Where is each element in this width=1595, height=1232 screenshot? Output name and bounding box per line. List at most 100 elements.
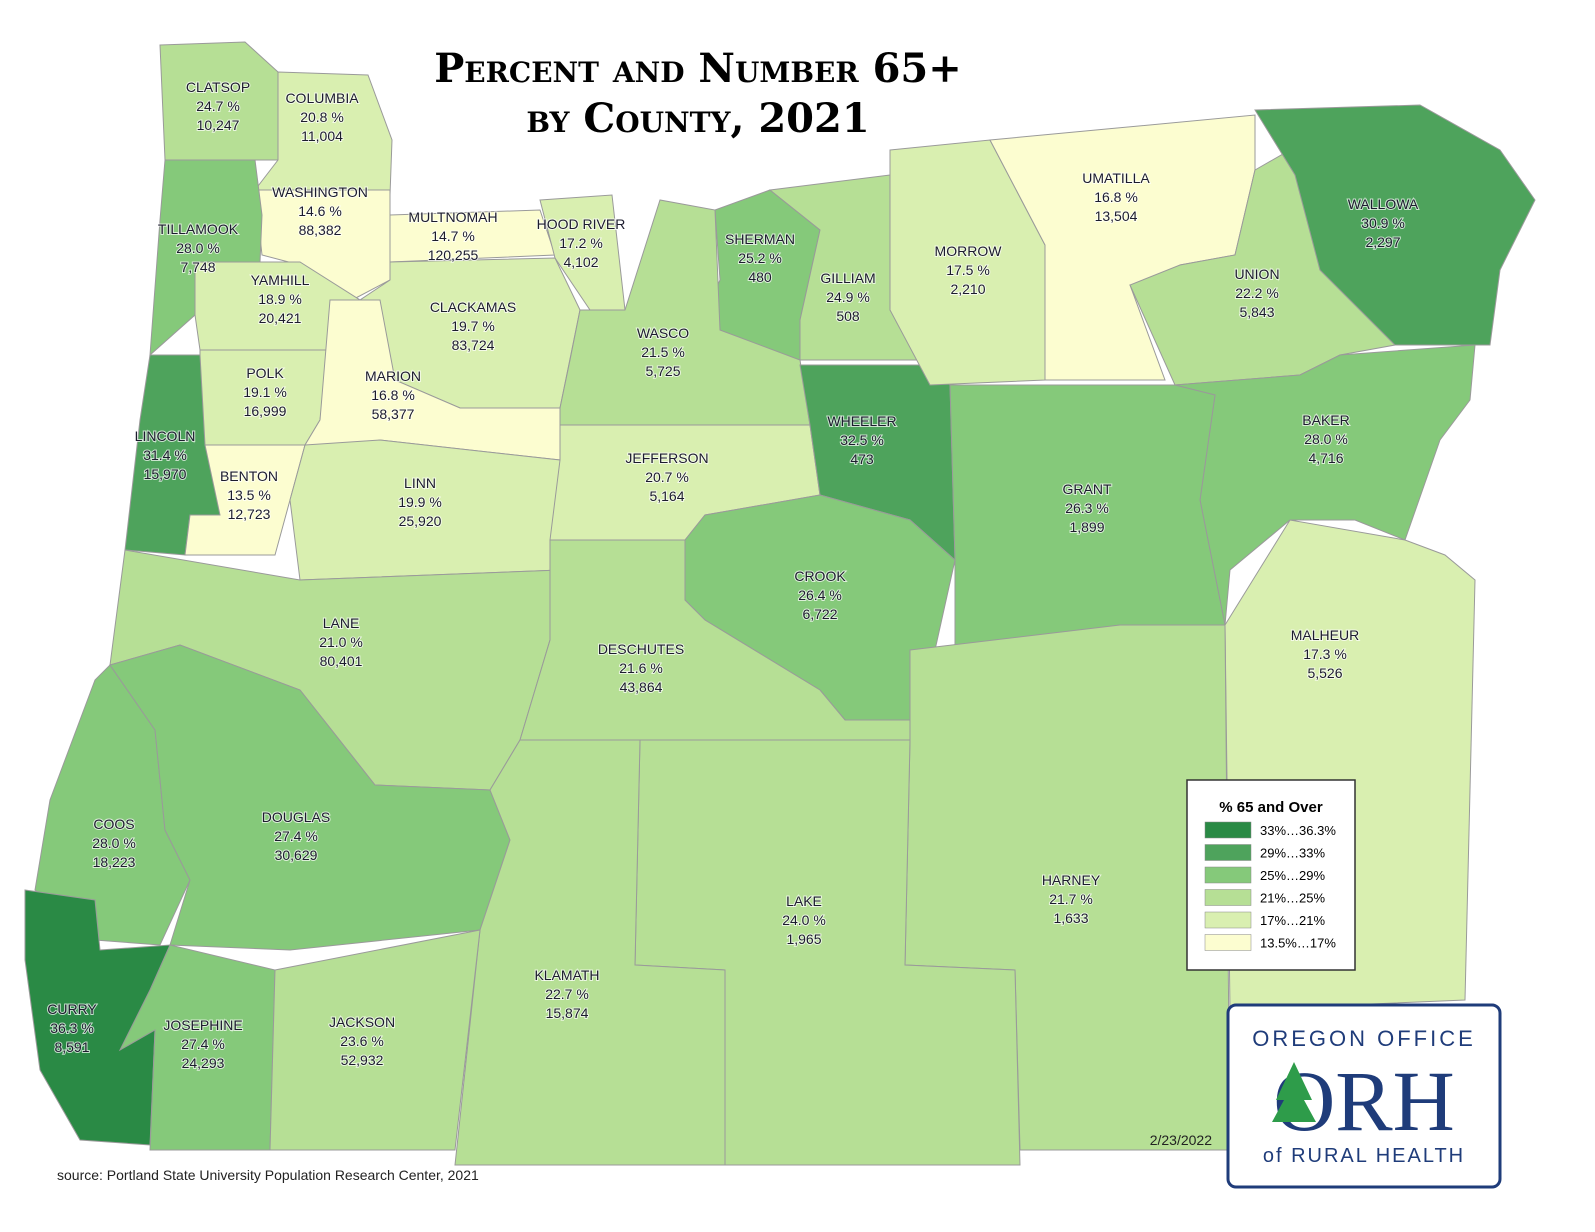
county-percent: 27.4 % (274, 828, 318, 844)
county-shape (289, 439, 561, 581)
county-name: SHERMAN (725, 231, 795, 247)
county-count: 5,725 (645, 363, 680, 379)
county-count: 2,297 (1365, 234, 1400, 250)
county-count: 5,843 (1239, 304, 1274, 320)
county-percent: 30.9 % (1361, 215, 1405, 231)
legend-swatch (1204, 889, 1252, 906)
county-name: WASHINGTON (272, 184, 368, 200)
county-name: WASCO (637, 325, 689, 341)
county-percent: 32.5 % (840, 432, 884, 448)
county-count: 4,102 (563, 254, 598, 270)
county-percent: 14.7 % (431, 228, 475, 244)
title-line: by County, 2021 (526, 95, 869, 142)
legend-label: 21%…25% (1260, 891, 1325, 906)
county-count: 88,382 (299, 222, 342, 238)
legend-swatch (1204, 934, 1252, 951)
county-count: 10,247 (197, 117, 240, 133)
county-percent: 27.4 % (181, 1036, 225, 1052)
county-count: 15,874 (546, 1005, 589, 1021)
logo-bottom: of RURAL HEALTH (1263, 1145, 1465, 1167)
county-count: 2,210 (950, 281, 985, 297)
county-name: DOUGLAS (262, 809, 330, 825)
county-count: 83,724 (452, 337, 495, 353)
county-name: HOOD RIVER (537, 216, 626, 232)
county-name: TILLAMOOK (158, 221, 239, 237)
county-percent: 21.5 % (641, 344, 685, 360)
county-percent: 31.4 % (143, 447, 187, 463)
county-percent: 18.9 % (258, 291, 302, 307)
county-percent: 17.3 % (1303, 646, 1347, 662)
county-percent: 16.8 % (1094, 189, 1138, 205)
county-shape (519, 539, 911, 741)
date: 2/23/2022 (1150, 1132, 1212, 1148)
county-name: LINN (404, 475, 436, 491)
county-name: LAKE (786, 893, 822, 909)
county-name: YAMHILL (251, 272, 310, 288)
legend-swatch (1204, 911, 1252, 929)
county-count: 58,377 (372, 406, 415, 422)
county-count: 16,999 (244, 403, 287, 419)
county-name: GRANT (1063, 481, 1112, 497)
county-percent: 23.6 % (340, 1033, 384, 1049)
county-percent: 19.1 % (243, 384, 287, 400)
title-line: Percent and Number 65+ (434, 45, 962, 92)
county-count: 52,932 (341, 1052, 384, 1068)
county-name: LINCOLN (135, 428, 196, 444)
county-percent: 19.9 % (398, 494, 442, 510)
county-percent: 17.5 % (946, 262, 990, 278)
county-count: 508 (836, 308, 860, 324)
county-percent: 36.3 % (50, 1020, 94, 1036)
county-name: JEFFERSON (625, 450, 708, 466)
county-name: WHEELER (827, 413, 896, 429)
county-name: CLACKAMAS (430, 299, 516, 315)
county-name: COOS (93, 816, 134, 832)
county-count: 12,723 (228, 506, 271, 522)
county-count: 8,591 (54, 1039, 89, 1055)
logo-tree (1272, 1062, 1316, 1122)
county-name: DESCHUTES (598, 641, 684, 657)
county-name: COLUMBIA (285, 90, 359, 106)
county-name: UNION (1234, 266, 1279, 282)
county-name: BAKER (1302, 412, 1349, 428)
county-percent: 24.0 % (782, 912, 826, 928)
county-name: KLAMATH (534, 967, 599, 983)
county-percent: 17.2 % (559, 235, 603, 251)
county-percent: 16.8 % (371, 387, 415, 403)
county-percent: 28.0 % (1304, 431, 1348, 447)
county-count: 7,748 (180, 259, 215, 275)
label-layer: CLATSOP 24.7 % 10,247 COLUMBIA 20.8 % 11,004 W… (46, 78, 1420, 1072)
legend-swatch (1204, 821, 1252, 839)
logo-box (1226, 1003, 1502, 1189)
county-percent: 24.9 % (826, 289, 870, 305)
county-name: HARNEY (1042, 872, 1101, 888)
legend-label: 17%…21% (1260, 913, 1325, 928)
county-percent: 25.2 % (738, 250, 782, 266)
county-count: 4,716 (1308, 450, 1343, 466)
county-name: POLK (246, 365, 284, 381)
county-name: BENTON (220, 468, 278, 484)
county-percent: 24.7 % (196, 98, 240, 114)
county-percent: 19.7 % (451, 318, 495, 334)
county-name: CROOK (794, 568, 846, 584)
source: source: Portland State University Popula… (57, 1167, 479, 1183)
county-name: MORROW (935, 243, 1003, 259)
county-count: 43,864 (620, 679, 663, 695)
legend-label: 25%…29% (1260, 868, 1325, 883)
county-name: WALLOWA (1348, 196, 1419, 212)
county-percent: 14.6 % (298, 203, 342, 219)
county-count: 473 (850, 451, 874, 467)
legend-items: 33%…36.3% 29%…33% 25%…29% 21%…25% 17%…21% 13.… (1204, 821, 1336, 951)
county-percent: 22.2 % (1235, 285, 1279, 301)
county-percent: 28.0 % (176, 240, 220, 256)
county-name: CLATSOP (186, 79, 250, 95)
county-count: 6,722 (802, 606, 837, 622)
county-percent: 22.7 % (545, 986, 589, 1002)
county-name: LANE (323, 615, 360, 631)
county-name: MARION (365, 368, 421, 384)
county-count: 20,421 (259, 310, 302, 326)
county-count: 11,004 (301, 128, 343, 144)
county-count: 480 (748, 269, 772, 285)
county-count: 1,633 (1053, 910, 1088, 926)
county-name: UMATILLA (1082, 170, 1150, 186)
